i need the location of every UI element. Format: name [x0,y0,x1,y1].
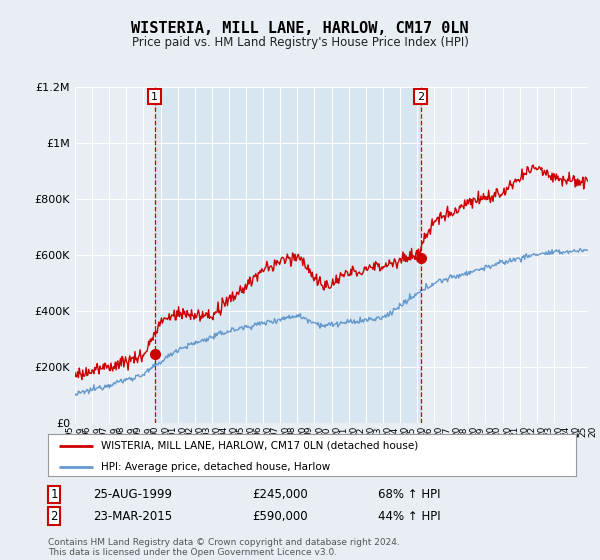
Text: WISTERIA, MILL LANE, HARLOW, CM17 0LN: WISTERIA, MILL LANE, HARLOW, CM17 0LN [131,21,469,36]
Text: HPI: Average price, detached house, Harlow: HPI: Average price, detached house, Harl… [101,462,330,472]
Text: 2: 2 [417,92,424,101]
Text: 68% ↑ HPI: 68% ↑ HPI [378,488,440,501]
Text: £245,000: £245,000 [252,488,308,501]
Text: 1: 1 [151,92,158,101]
Text: Price paid vs. HM Land Registry's House Price Index (HPI): Price paid vs. HM Land Registry's House … [131,36,469,49]
Text: 44% ↑ HPI: 44% ↑ HPI [378,510,440,523]
Text: 25-AUG-1999: 25-AUG-1999 [93,488,172,501]
Text: WISTERIA, MILL LANE, HARLOW, CM17 0LN (detached house): WISTERIA, MILL LANE, HARLOW, CM17 0LN (d… [101,441,418,451]
Text: 23-MAR-2015: 23-MAR-2015 [93,510,172,523]
Text: 2: 2 [50,510,58,523]
Text: 1: 1 [50,488,58,501]
Text: £590,000: £590,000 [252,510,308,523]
Text: Contains HM Land Registry data © Crown copyright and database right 2024.
This d: Contains HM Land Registry data © Crown c… [48,538,400,557]
Bar [155,87,421,423]
